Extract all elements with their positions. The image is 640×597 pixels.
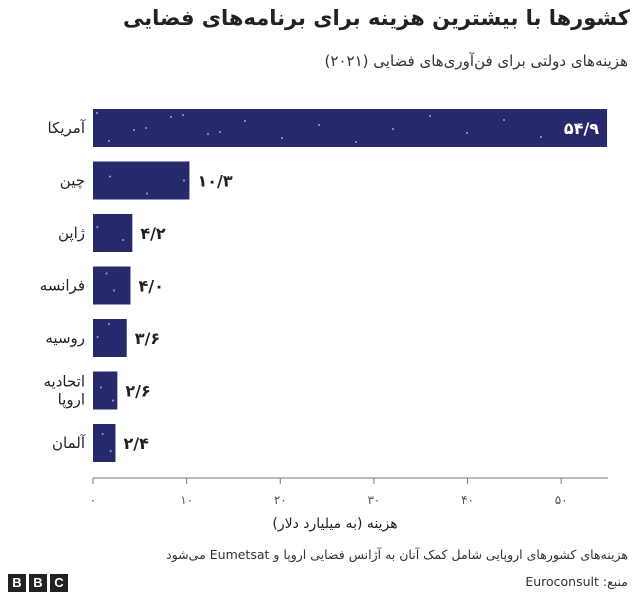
bar-star-6-1 bbox=[109, 450, 112, 452]
category-label-1: چین bbox=[60, 172, 85, 190]
bar-5 bbox=[93, 371, 118, 410]
category-label-6: آلمان bbox=[52, 434, 86, 452]
logo-letter-2: B bbox=[29, 574, 47, 592]
bar-star-1-1 bbox=[146, 192, 148, 195]
x-tick-label-1: ۱۰ bbox=[180, 493, 193, 507]
category-label-3: فرانسه bbox=[40, 277, 85, 295]
bar-star-0-14 bbox=[107, 140, 110, 142]
bar-star-5-1 bbox=[99, 386, 102, 389]
logo-letter-1: B bbox=[8, 574, 26, 592]
bar-star-0-9 bbox=[429, 115, 431, 117]
chart-title: کشورها با بیشترین هزینه برای برنامه‌های … bbox=[123, 6, 630, 30]
chart-subtitle: هزینه‌های دولتی برای فن‌آوری‌های فضایی (… bbox=[324, 52, 628, 70]
bar-star-3-1 bbox=[113, 289, 116, 292]
value-label-5: ۲/۶ bbox=[125, 382, 150, 401]
value-label-3: ۴/۰ bbox=[138, 277, 163, 296]
bar-star-0-10 bbox=[466, 132, 468, 134]
bar-chart: ۵۴/۹ آمریکا ۱۰/۳ چین ۴/۲ ژاپن ۴/۰ فرانسه ۳/۶ روسی… bbox=[40, 109, 608, 532]
bar-6 bbox=[93, 424, 116, 462]
footnote: هزینه‌های کشورهای اروپایی شامل کمک آنان … bbox=[166, 547, 628, 562]
category-label-5-1: اروپا bbox=[58, 391, 85, 410]
x-tick-label-3: ۳۰ bbox=[367, 493, 380, 507]
bbc-logo: B B C bbox=[8, 574, 68, 592]
bar-star-4-1 bbox=[107, 323, 110, 325]
bar-star-0-16 bbox=[181, 114, 184, 116]
bar-2 bbox=[93, 214, 133, 252]
bar-star-0-1 bbox=[133, 129, 135, 131]
bar-star-0-11 bbox=[503, 119, 505, 121]
bar-star-0-15 bbox=[144, 127, 147, 129]
bar-star-1-0 bbox=[109, 175, 111, 178]
value-label-0: ۵۴/۹ bbox=[564, 119, 599, 138]
bar-star-1-2 bbox=[183, 179, 185, 182]
bar-star-0-13 bbox=[577, 123, 579, 125]
bar-3 bbox=[93, 266, 131, 305]
bar-star-0-17 bbox=[218, 131, 221, 133]
source-credit: منبع: Euroconsult bbox=[525, 574, 628, 589]
bar-star-2-0 bbox=[122, 239, 124, 241]
logo-letter-3: C bbox=[50, 574, 68, 592]
bar-star-0-5 bbox=[281, 137, 283, 139]
bar-star-0-4 bbox=[244, 120, 246, 122]
bar-star-3-0 bbox=[105, 272, 108, 275]
x-axis-title: هزینه (به میلیارد دلار) bbox=[272, 516, 397, 532]
bar-star-0-3 bbox=[207, 133, 209, 135]
bar-star-4-0 bbox=[96, 336, 99, 338]
bar-0 bbox=[93, 109, 608, 147]
bar-star-0-8 bbox=[392, 128, 394, 130]
bar-star-6-0 bbox=[101, 433, 104, 435]
value-label-6: ۲/۴ bbox=[123, 434, 149, 453]
value-label-2: ۴/۲ bbox=[140, 224, 166, 243]
bar-star-0-0 bbox=[96, 112, 98, 114]
category-label-2: ژاپن bbox=[58, 224, 85, 243]
bar-star-0-6 bbox=[318, 124, 320, 126]
bar-star-5-0 bbox=[111, 399, 114, 402]
bar-star-0-7 bbox=[355, 141, 357, 143]
x-tick-label-0: ۰ bbox=[90, 493, 96, 507]
value-label-4: ۳/۶ bbox=[135, 329, 160, 348]
category-label-0: آمریکا bbox=[47, 119, 85, 137]
x-tick-label-5: ۵۰ bbox=[555, 493, 568, 507]
bar-4 bbox=[93, 319, 127, 357]
x-tick-label-2: ۲۰ bbox=[274, 493, 287, 507]
value-label-1: ۱۰/۳ bbox=[197, 172, 232, 191]
category-label-4: روسیه bbox=[45, 329, 85, 347]
bar-star-0-2 bbox=[170, 116, 172, 118]
bar-1 bbox=[93, 161, 190, 200]
category-label-5-0: اتحادیه bbox=[44, 373, 86, 391]
x-tick-label-4: ۴۰ bbox=[461, 493, 474, 507]
bar-star-2-1 bbox=[96, 226, 99, 228]
bar-star-0-12 bbox=[540, 136, 542, 138]
